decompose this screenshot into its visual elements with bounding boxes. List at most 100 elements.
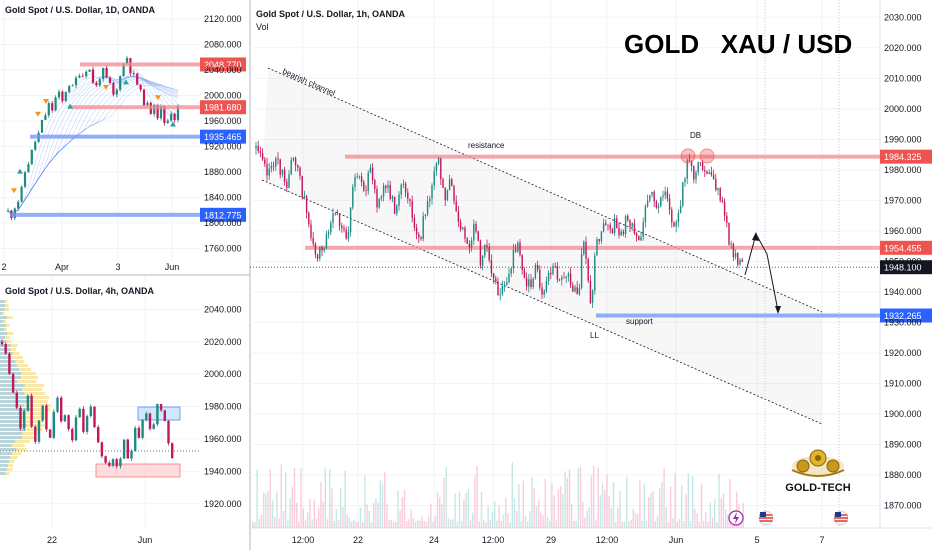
h1-candle <box>728 222 730 246</box>
h1-volume-bar <box>342 506 344 528</box>
h1-candle <box>330 220 332 236</box>
h1-candle <box>528 273 530 293</box>
profile-bar <box>0 336 5 339</box>
h1-candle <box>594 252 596 295</box>
daily-y-tick-label: 1760.000 <box>204 243 242 253</box>
h1-volume-bar <box>269 469 271 528</box>
h1-volume-bar <box>318 507 320 528</box>
h4-chart-pane[interactable]: Gold Spot / U.S. Dollar, 4h, OANDA 1920.… <box>0 276 242 545</box>
h1-volume-bar <box>450 519 452 528</box>
h1-volume-bar <box>452 519 454 528</box>
h1-candle <box>635 231 638 242</box>
h1-volume-bar <box>496 520 498 528</box>
h1-volume-bar <box>555 520 557 528</box>
h1-candle <box>613 213 616 236</box>
profile-bar <box>0 340 7 343</box>
h1-candle <box>490 254 493 277</box>
h1-volume-bar <box>650 493 652 528</box>
h1-candle <box>501 280 504 297</box>
h1-volume-bar <box>364 475 366 528</box>
profile-bar <box>0 332 8 335</box>
h1-candle <box>360 172 363 187</box>
h1-volume-bar <box>709 502 711 528</box>
h1-candle <box>633 218 636 235</box>
logo-text: GOLD-TECH <box>785 482 850 494</box>
h1-candle <box>354 173 356 192</box>
h1-volume-bar <box>302 508 304 528</box>
h1-volume-bar <box>381 483 384 528</box>
daily-chart-pane[interactable]: 2048.770 1981.680 1935.465 1812.775 Gold Sp… <box>0 0 246 272</box>
h1-candle <box>308 211 310 228</box>
daily-candle <box>170 111 173 123</box>
lightning-icon[interactable] <box>728 510 744 526</box>
us-flag-icon-2[interactable] <box>833 510 849 526</box>
h4-candle <box>11 372 15 393</box>
h1-candle <box>499 287 501 301</box>
h4-candles <box>0 339 174 469</box>
h4-candle <box>167 420 170 446</box>
h4-candle <box>122 439 126 460</box>
h1-volume-bar <box>659 488 661 528</box>
h1-candle <box>547 270 550 286</box>
h4-candle <box>152 422 155 430</box>
h1-volume-bar <box>254 521 256 528</box>
h4-x-tick-label: Jun <box>138 535 153 545</box>
channel-upper-line[interactable] <box>267 67 823 313</box>
h1-volume-bar <box>553 495 555 528</box>
h4-candle <box>170 442 174 459</box>
h4-candle <box>148 412 152 431</box>
h1-candle <box>382 182 385 202</box>
daily-signal-triangle <box>123 79 129 85</box>
h4-candle <box>141 418 144 440</box>
h1-candle <box>272 161 275 172</box>
daily-ma-line <box>7 76 179 215</box>
h1-candle <box>268 162 270 181</box>
h1-y-tick-label: 1950.000 <box>884 256 922 266</box>
h1-volume-bar <box>311 519 313 528</box>
h1-volume-bar <box>727 514 729 528</box>
daily-candle <box>57 89 61 100</box>
profile-bar <box>0 420 21 423</box>
h1-candle <box>591 289 594 309</box>
profile-bar <box>0 404 51 407</box>
h1-volume-bar <box>296 502 298 528</box>
h1-volume-bar <box>445 466 447 528</box>
h4-candle <box>133 425 137 452</box>
profile-bar <box>0 424 27 427</box>
daily-ma-line <box>7 76 179 215</box>
h4-candle <box>15 390 19 410</box>
h1-candle <box>363 179 365 193</box>
profile-bar <box>0 312 5 315</box>
daily-signal-triangle <box>103 84 109 90</box>
h1-volume-bar <box>298 521 300 528</box>
h1-volume-bar <box>355 521 357 528</box>
h4-candle <box>19 405 22 431</box>
h4-candle <box>26 394 30 412</box>
h1-candle <box>294 156 297 172</box>
channel-lower-line[interactable] <box>261 179 823 425</box>
h1-x-tick-label: 7 <box>819 535 824 545</box>
profile-bar <box>0 396 31 399</box>
h1-volume-bar <box>672 518 674 528</box>
profile-bar <box>0 456 11 459</box>
h1-candle <box>424 214 427 220</box>
h1-x-tick-label: 12:00 <box>292 535 315 545</box>
h1-volume-bar <box>388 520 390 528</box>
us-flag-icon[interactable] <box>758 510 774 526</box>
h1-candle <box>732 242 735 261</box>
h1-volume-bar <box>469 520 472 528</box>
h4-candle <box>41 405 44 423</box>
h1-volume-bar <box>483 519 485 528</box>
h1-volume-bar <box>645 520 648 528</box>
h1-volume-bar <box>707 521 709 528</box>
h1-volume-bar <box>430 503 432 528</box>
h1-candle <box>297 164 299 172</box>
h1-volume-bar <box>538 500 540 528</box>
h1-volume-bar <box>421 516 423 528</box>
h1-volume-bar <box>742 503 744 528</box>
h1-candle <box>407 188 409 204</box>
h4-candle <box>0 339 4 347</box>
h4-candle <box>100 441 104 459</box>
h1-price-tag <box>880 308 932 323</box>
